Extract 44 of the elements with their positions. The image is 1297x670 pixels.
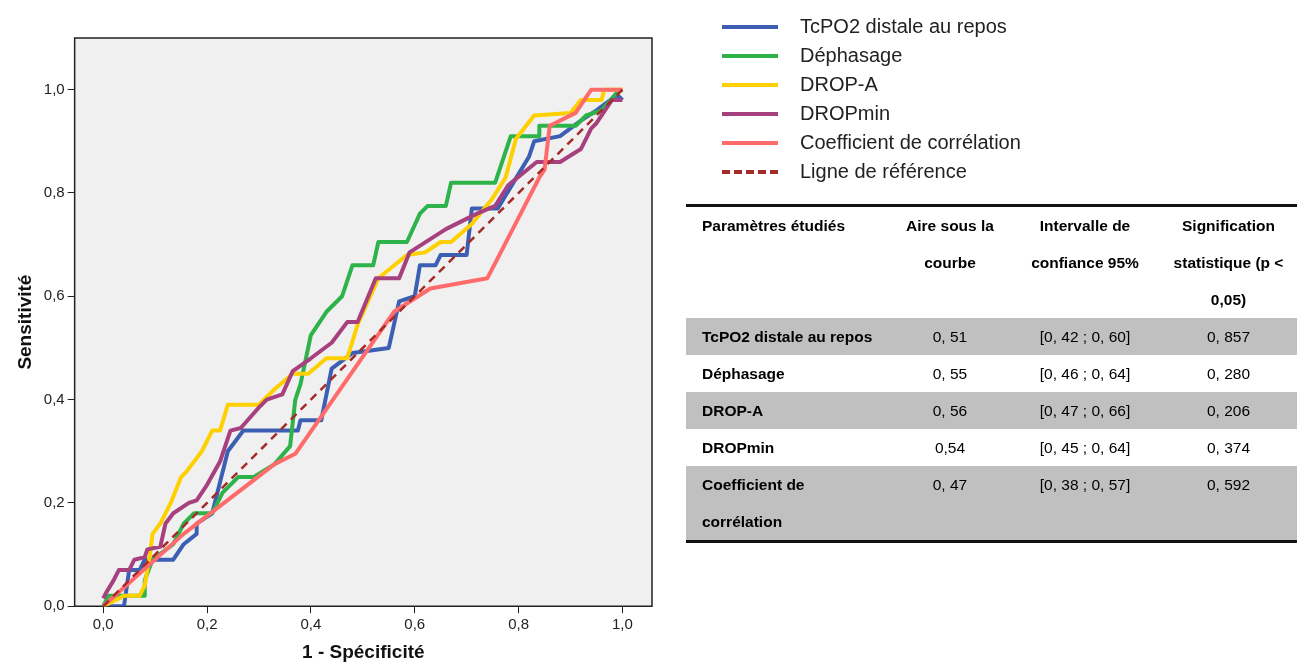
text: 0, 374: [1205, 438, 1252, 458]
text: [0, 45 ; 0, 64]: [1038, 438, 1132, 458]
x-tick-label: 0,2: [196, 615, 218, 633]
legend-label: Ligne de référence: [800, 160, 967, 183]
y-tick-label: 0,6: [43, 286, 65, 304]
x-tick-label: 0,0: [92, 615, 114, 633]
y-axis-title: Sensitivité: [13, 274, 35, 370]
text: DROPmin: [701, 438, 776, 458]
text: [0, 42 ; 0, 60]: [1010, 318, 1160, 355]
x-axis-title: 1 - Spécificité: [302, 640, 425, 662]
text: DROP-A: [686, 392, 890, 429]
y-tick-label: 0,0: [43, 596, 65, 614]
y-tick-label: 0,8: [43, 183, 65, 201]
text: 0, 56: [890, 392, 1010, 429]
text: Paramètres étudiés: [701, 216, 847, 236]
x-tick-label: 0,8: [508, 615, 529, 633]
text: Déphasage: [701, 364, 786, 384]
text: Signification statistique (p < 0,05): [1173, 217, 1284, 308]
y-tick-label: 1,0: [43, 79, 65, 97]
legend-label: DROPmin: [800, 102, 891, 125]
text: 0, 280: [1205, 364, 1252, 384]
text: 0, 857: [1160, 318, 1297, 355]
legend-label: TcPO2 distale au repos: [800, 15, 1007, 38]
text: 0, 47: [890, 466, 1010, 542]
text: [0, 38 ; 0, 57]: [1010, 466, 1160, 542]
text: 0, 592: [1160, 466, 1297, 542]
x-tick-label: 0,4: [300, 615, 322, 633]
legend-label: DROP-A: [800, 73, 878, 96]
text: Intervalle de confiance 95%: [1031, 217, 1139, 271]
y-tick-label: 0,2: [43, 493, 65, 511]
legend-label: Coefficient de corrélation: [800, 131, 1021, 154]
y-tick-label: 0,4: [43, 389, 65, 407]
legend-label: Déphasage: [800, 44, 903, 67]
x-tick-label: 0,6: [404, 615, 426, 633]
text: Coefficient de corrélation: [702, 476, 805, 530]
text: [0, 47 ; 0, 66]: [1010, 392, 1160, 429]
x-tick-label: 1,0: [611, 615, 633, 633]
text: 0,54: [933, 438, 967, 458]
text: [0, 46 ; 0, 64]: [1038, 364, 1132, 384]
text: 0, 55: [931, 364, 969, 384]
text: Aire sous la courbe: [906, 217, 994, 271]
text: 0, 51: [890, 318, 1010, 355]
text: TcPO2 distale au repos: [686, 318, 890, 355]
text: 0, 206: [1160, 392, 1297, 429]
